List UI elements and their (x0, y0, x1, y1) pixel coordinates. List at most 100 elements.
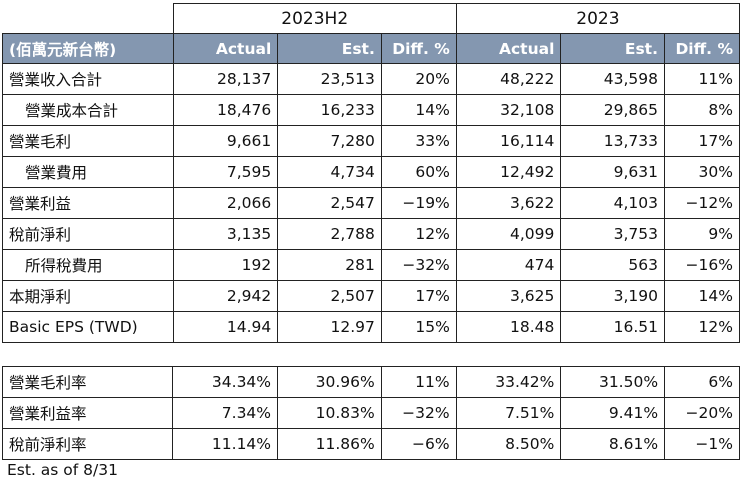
table-row: 營業費用 7,595 4,734 60% 12,492 9,631 30% (2, 156, 740, 188)
value-cell: 16,233 (277, 94, 382, 126)
value-cell: 32,108 (455, 94, 562, 126)
row-label: 營業費用 (2, 156, 174, 188)
table-row: Basic EPS (TWD) 14.94 12.97 15% 18.48 16.51 12… (2, 311, 740, 343)
value-cell: 30.96% (277, 366, 382, 398)
value-cell: 14% (380, 94, 457, 126)
value-cell: 8% (663, 94, 740, 126)
value-cell: 29,865 (560, 94, 665, 126)
row-label: 營業毛利 (2, 125, 174, 157)
value-cell: 8.61% (560, 428, 666, 460)
value-cell: 12% (380, 218, 457, 250)
value-cell: 13,733 (560, 125, 665, 157)
unit-label-header: (佰萬元新台幣) (2, 33, 174, 64)
value-cell: 23,513 (277, 63, 382, 95)
table-row: 所得稅費用 192 281 −32% 474 563 −16% (2, 249, 740, 281)
value-cell: 34.34% (172, 366, 279, 398)
ratio-row: 稅前淨利率 11.14% 11.86% −6% 8.50% 8.61% −1% (1, 428, 740, 460)
corner-cell (2, 3, 174, 34)
row-label: 所得稅費用 (2, 249, 174, 281)
value-cell: 8.50% (455, 428, 562, 460)
value-cell: 4,099 (455, 218, 562, 250)
value-cell: 16,114 (455, 125, 562, 157)
value-cell: 192 (172, 249, 279, 281)
value-cell: 17% (380, 280, 457, 312)
value-cell: 11.14% (172, 428, 279, 460)
value-cell: 2,788 (277, 218, 382, 250)
value-cell: 3,622 (455, 187, 562, 219)
value-cell: −6% (380, 428, 457, 460)
value-cell: 3,135 (172, 218, 279, 250)
value-cell: 14.94 (172, 311, 279, 343)
value-cell: −16% (663, 249, 740, 281)
value-cell: 14% (663, 280, 740, 312)
value-cell: 281 (277, 249, 382, 281)
value-cell: 17% (663, 125, 740, 157)
value-cell: 33% (380, 125, 457, 157)
value-cell: 11% (663, 63, 740, 95)
row-label: 稅前淨利率 (1, 428, 174, 460)
value-cell: 60% (380, 156, 457, 188)
value-cell: 43,598 (560, 63, 665, 95)
row-label: Basic EPS (TWD) (2, 311, 174, 343)
value-cell: −20% (664, 397, 740, 429)
ratio-row: 營業毛利率 34.34% 30.96% 11% 33.42% 31.50% 6% (1, 366, 740, 398)
value-cell: 4,734 (277, 156, 382, 188)
row-label: 營業利益 (2, 187, 174, 219)
table-row: 營業收入合計 28,137 23,513 20% 48,222 43,598 11% (2, 63, 740, 95)
value-cell: 6% (664, 366, 740, 398)
value-cell: 15% (380, 311, 457, 343)
col-header-actual: Actual (455, 33, 562, 64)
value-cell: 4,103 (560, 187, 665, 219)
value-cell: 2,507 (277, 280, 382, 312)
value-cell: 11.86% (277, 428, 382, 460)
table-row: 稅前淨利 3,135 2,788 12% 4,099 3,753 9% (2, 218, 740, 250)
value-cell: −32% (380, 397, 457, 429)
period-header-2023: 2023 (455, 3, 740, 34)
value-cell: 12,492 (455, 156, 562, 188)
footnote: Est. as of 8/31 (7, 461, 118, 479)
value-cell: 48,222 (455, 63, 562, 95)
financial-comparison-table: 2023H2 2023 (佰萬元新台幣) Actual Est. Diff. %… (2, 3, 740, 343)
value-cell: 3,625 (455, 280, 562, 312)
ratio-row: 營業利益率 7.34% 10.83% −32% 7.51% 9.41% −20% (1, 397, 740, 429)
table-row: 營業成本合計 18,476 16,233 14% 32,108 29,865 8% (2, 94, 740, 126)
table-row: 營業毛利 9,661 7,280 33% 16,114 13,733 17% (2, 125, 740, 157)
value-cell: 30% (663, 156, 740, 188)
value-cell: 9,661 (172, 125, 279, 157)
value-cell: 33.42% (455, 366, 562, 398)
value-cell: 474 (455, 249, 562, 281)
value-cell: 16.51 (560, 311, 665, 343)
value-cell: 18.48 (455, 311, 562, 343)
value-cell: 9,631 (560, 156, 665, 188)
table-row: 營業利益 2,066 2,547 −19% 3,622 4,103 −12% (2, 187, 740, 219)
value-cell: 28,137 (172, 63, 279, 95)
row-label: 營業收入合計 (2, 63, 174, 95)
value-cell: 9.41% (560, 397, 666, 429)
value-cell: 20% (380, 63, 457, 95)
value-cell: 12% (663, 311, 740, 343)
col-header-diff: Diff. % (380, 33, 457, 64)
value-cell: 11% (380, 366, 457, 398)
value-cell: 3,753 (560, 218, 665, 250)
value-cell: 12.97 (277, 311, 382, 343)
value-cell: 3,190 (560, 280, 665, 312)
row-label: 營業利益率 (1, 397, 174, 429)
row-label: 稅前淨利 (2, 218, 174, 250)
row-label: 本期淨利 (2, 280, 174, 312)
value-cell: 9% (663, 218, 740, 250)
value-cell: 7.51% (455, 397, 562, 429)
value-cell: 2,547 (277, 187, 382, 219)
col-header-diff: Diff. % (663, 33, 740, 64)
row-label: 營業毛利率 (1, 366, 174, 398)
ratio-table: 營業毛利率 34.34% 30.96% 11% 33.42% 31.50% 6% 營業利益率 7… (1, 366, 740, 460)
value-cell: −12% (663, 187, 740, 219)
col-header-est: Est. (277, 33, 382, 64)
value-cell: 7.34% (172, 397, 279, 429)
value-cell: 2,942 (172, 280, 279, 312)
table-row: 本期淨利 2,942 2,507 17% 3,625 3,190 14% (2, 280, 740, 312)
value-cell: 7,280 (277, 125, 382, 157)
value-cell: 2,066 (172, 187, 279, 219)
value-cell: 18,476 (172, 94, 279, 126)
row-label: 營業成本合計 (2, 94, 174, 126)
col-header-est: Est. (560, 33, 665, 64)
